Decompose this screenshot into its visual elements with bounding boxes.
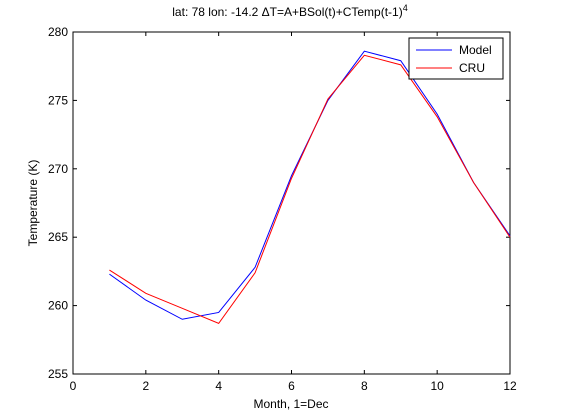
x-axis-label: Month, 1=Dec xyxy=(253,397,328,411)
chart-title-superscript: 4 xyxy=(403,3,408,13)
series-lines xyxy=(109,50,511,324)
x-tick-label: 2 xyxy=(142,379,149,393)
x-tick-label: 6 xyxy=(288,379,295,393)
y-tick-label: 265 xyxy=(48,230,68,244)
plot-area xyxy=(72,31,511,375)
y-tick-label: 255 xyxy=(48,367,68,381)
legend-label-model: Model xyxy=(459,43,492,57)
x-tick-label: 10 xyxy=(430,379,444,393)
legend-label-cru: CRU xyxy=(459,61,485,75)
series-line-cru xyxy=(109,54,511,324)
x-tick-label: 4 xyxy=(215,379,222,393)
y-tick-label: 280 xyxy=(48,25,68,39)
legend: Model CRU xyxy=(408,37,504,80)
x-tick-label: 8 xyxy=(361,379,368,393)
y-tick-label: 260 xyxy=(48,299,68,313)
legend-box xyxy=(408,37,504,80)
y-axis-label: Temperature (K) xyxy=(26,160,40,247)
chart-title-main: lat: 78 lon: -14.2 ΔT=A+BSol(t)+CTemp(t-… xyxy=(172,5,402,19)
y-tick-label: 275 xyxy=(48,93,68,107)
y-tick-label: 270 xyxy=(48,162,68,176)
y-axis: 255 260 265 270 275 280 xyxy=(48,25,510,381)
chart-title: lat: 78 lon: -14.2 ΔT=A+BSol(t)+CTemp(t-… xyxy=(172,3,407,19)
x-tick-label: 0 xyxy=(70,379,77,393)
x-axis: 0 2 4 6 8 10 12 xyxy=(70,32,517,393)
x-tick-label: 12 xyxy=(503,379,517,393)
